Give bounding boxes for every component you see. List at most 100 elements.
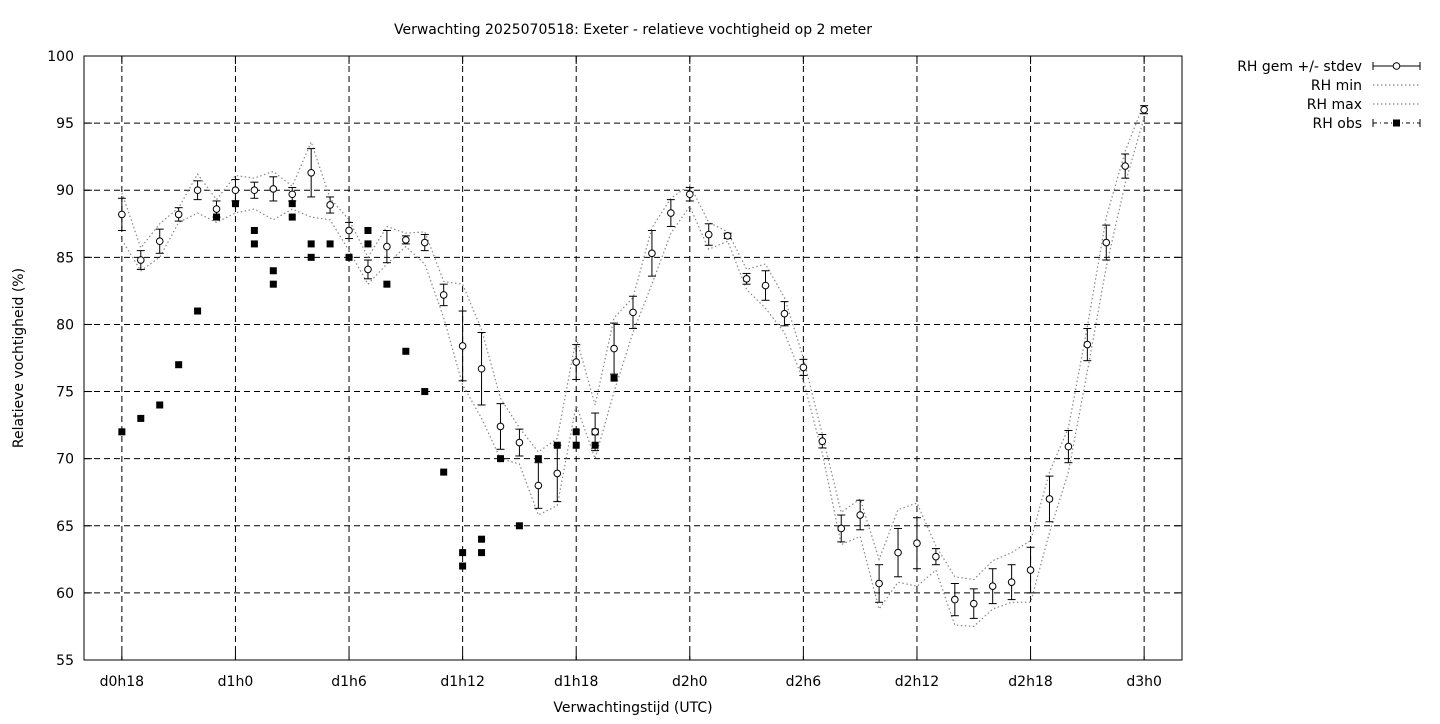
mean-point [1140,105,1148,114]
mean-errorbar [894,527,903,578]
x-tick-label: d0h18 [100,674,144,690]
mean-point [136,256,145,264]
mean-errorbar [250,181,259,199]
mean-errorbar [856,499,865,531]
mean-point [1007,578,1016,586]
mean-point [591,428,599,436]
x-tick-label: d2h6 [786,674,822,690]
mean-errorbar [780,301,789,327]
mean-errorbar [685,187,694,202]
mean-errorbar [969,588,978,619]
mean-point [212,205,221,213]
mean-errorbar [326,196,335,214]
mean-errorbar [1102,224,1111,261]
mean-errorbar [818,434,827,449]
mean-errorbar [193,180,202,201]
mean-point [988,582,997,590]
mean-errorbar [591,412,600,452]
mean-errorbar [345,221,354,240]
chart-title: Verwachting 2025070518: Exeter - relatie… [394,22,872,38]
x-tick-label: d1h12 [440,674,484,690]
mean-point [364,265,372,274]
x-tick-label: d2h0 [672,674,708,690]
obs-point [231,200,239,208]
mean-errorbar [382,229,391,264]
mean-errorbar [1007,564,1016,601]
mean-point [969,599,978,608]
mean-errorbar [799,358,808,376]
mean-point [610,344,618,353]
mean-errorbar [174,207,183,222]
mean-errorbar [269,176,278,202]
axes: 55 60 65 70 75 80 85 90 95 100 d0h18 d1h0 d1h6 d1h12 d… [47,49,1182,690]
obs-point [402,347,410,355]
mean-errorbar [572,344,581,380]
mean-errorbar [231,178,240,202]
y-tick-label: 75 [56,385,74,401]
mean-errorbar [477,331,486,406]
mean-errorbar [875,564,884,603]
mean-errorbar [496,403,505,450]
mean-point [553,469,562,478]
mean-point [742,275,751,283]
mean-errorbar [363,259,372,280]
obs-point [572,428,580,436]
mean-errorbar [704,223,713,246]
mean-point [1083,340,1092,349]
obs-point [364,226,372,234]
mean-point [1102,238,1111,247]
mean-point [269,185,278,193]
mean-errorbar [1140,105,1149,115]
mean-errorbar [136,250,145,270]
y-tick-label: 85 [56,250,74,266]
mean-errorbar [629,295,637,329]
y-tick-label: 80 [56,317,74,333]
obs-point [515,522,523,530]
mean-errorbar [288,187,297,202]
plot-frame [83,55,1183,661]
legend-label: RH max [1307,97,1362,113]
y-axis-label: Relatieve vochtigheid (%) [11,268,27,448]
mean-point [799,363,808,372]
mean-point [250,186,259,195]
obs-point [156,401,164,409]
mean-errorbar [988,568,997,605]
legend-item: RH obs [1313,116,1421,132]
obs-point [383,280,391,288]
plot-series [117,102,1149,628]
mean-point [780,309,789,318]
obs-point [269,267,277,275]
y-tick-label: 55 [56,653,74,669]
mean-point [193,186,202,195]
mean-point [932,552,940,561]
mean-point [458,342,467,350]
legend-item: RH max [1307,97,1420,113]
legend-label: RH gem +/- stdev [1237,59,1362,75]
mean-point [1121,162,1130,170]
mean-errorbar [761,270,770,301]
x-tick-label: d1h18 [554,674,598,690]
series-line-rh-max [121,102,1145,581]
obs-point [478,549,486,557]
obs-point [459,549,467,557]
mean-errorbar [723,232,732,240]
obs-point [137,414,145,422]
legend-label: RH min [1311,78,1362,94]
obs-point [610,374,618,382]
grid [84,56,1182,660]
mean-errorbar [1026,546,1035,594]
mean-point [667,209,675,217]
mean-point [572,358,581,366]
mean-point [685,190,694,199]
mean-errorbar [610,322,619,375]
mean-errorbar [307,148,316,198]
obs-point [326,240,334,248]
x-tick-label: d2h12 [895,674,939,690]
mean-errorbar [553,444,562,503]
mean-errorbar [515,428,524,457]
x-tick-label: d1h6 [331,674,367,690]
mean-point [1026,566,1035,574]
mean-errorbar [742,272,751,285]
